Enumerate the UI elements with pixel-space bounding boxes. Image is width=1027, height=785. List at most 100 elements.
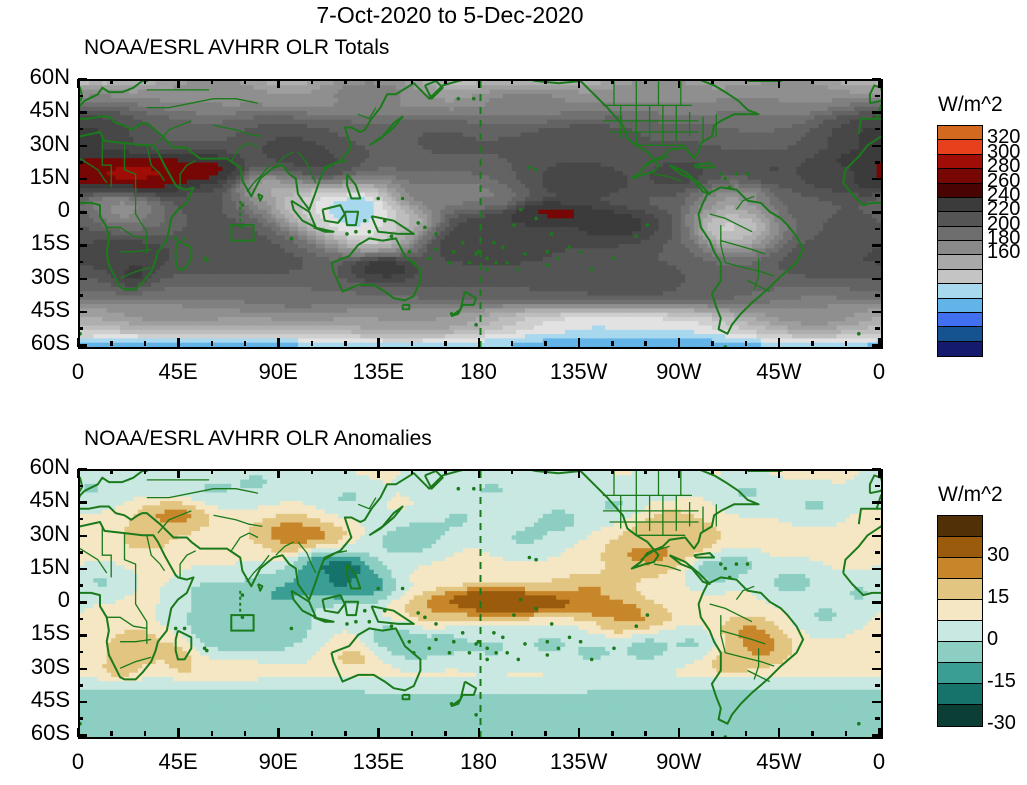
x-tick-minor-1-4-1	[510, 731, 514, 736]
x-tick-minor-0-1-2	[243, 341, 247, 346]
y-axis-label-1-4: 0	[0, 589, 70, 611]
y-tick-minor-0-2	[78, 161, 83, 164]
x-tick-top-1-0	[77, 469, 80, 478]
x-axis-label-1-7: 45W	[734, 751, 824, 773]
colorbar-band	[938, 516, 982, 537]
x-axis-label-0-8: 0	[834, 361, 924, 383]
x-tick-minor-1-7-2	[844, 731, 848, 736]
y-tick-right-0-4	[872, 211, 881, 214]
y-tick-minor-right-1-2	[875, 551, 880, 554]
colorbar-tick-label: 180	[987, 227, 1020, 250]
colorbar-tick-label: 30	[987, 544, 1009, 567]
y-axis-label-0-7: 45S	[0, 298, 70, 321]
x-tick-minor-top-1-0-1	[110, 469, 113, 474]
x-tick-minor-top-1-2-1	[310, 469, 314, 474]
x-tick-0-4	[477, 338, 480, 347]
y-tick-right-1-0	[872, 468, 881, 471]
x-tick-minor-top-1-3-1	[410, 469, 414, 474]
x-tick-minor-0-6-1	[711, 341, 714, 346]
y-tick-1-2	[78, 534, 87, 537]
x-tick-minor-0-0-1	[110, 341, 113, 346]
x-tick-1-7	[777, 728, 781, 737]
x-tick-top-0-2	[277, 79, 280, 88]
y-tick-0-3	[78, 177, 87, 181]
y-axis-label-0-6: 30S	[0, 265, 70, 288]
x-tick-minor-1-0-2	[143, 731, 147, 736]
x-tick-top-0-8	[878, 79, 881, 88]
x-tick-1-2	[277, 728, 280, 737]
colorbar-tick-label: 200	[987, 213, 1020, 236]
y-tick-minor-right-0-6	[875, 294, 880, 297]
x-tick-minor-1-1-1	[210, 731, 213, 736]
y-axis-label-1-7: 45S	[0, 688, 70, 711]
x-tick-minor-0-2-1	[310, 341, 314, 346]
y-tick-right-1-6	[872, 667, 881, 670]
y-axis-label-0-0: 60N	[0, 66, 70, 88]
x-axis-label-1-5: 135W	[534, 751, 624, 773]
y-tick-minor-right-1-5	[875, 650, 880, 654]
x-tick-top-1-3	[377, 469, 380, 478]
y-tick-1-5	[78, 634, 87, 637]
panel-title-anomalies: NOAA/ESRL AVHRR OLR Anomalies	[84, 427, 432, 451]
x-tick-1-6	[677, 728, 681, 737]
coastlines	[80, 471, 881, 725]
x-tick-0-8	[878, 338, 881, 347]
x-tick-minor-top-0-2-1	[310, 79, 314, 84]
x-tick-top-1-4	[477, 469, 480, 478]
x-axis-label-0-3: 135E	[333, 361, 423, 383]
x-axis-label-0-5: 135W	[534, 361, 624, 383]
colorbar-band	[938, 126, 982, 141]
x-tick-minor-top-1-7-2	[844, 469, 848, 474]
y-tick-minor-0-6	[78, 294, 83, 297]
y-tick-right-1-3	[872, 567, 881, 571]
x-tick-minor-top-1-1-1	[210, 469, 213, 474]
y-tick-1-6	[78, 667, 87, 670]
y-axis-label-1-5: 15S	[0, 622, 70, 644]
x-axis-label-1-3: 135E	[333, 751, 423, 773]
x-tick-1-3	[377, 728, 380, 737]
colorbar-band	[938, 705, 982, 726]
y-tick-minor-right-1-3	[875, 584, 880, 587]
x-tick-1-1	[177, 728, 180, 737]
y-tick-1-0	[78, 468, 87, 471]
y-tick-0-5	[78, 244, 87, 247]
x-tick-minor-1-2-1	[310, 731, 314, 736]
x-tick-1-5	[577, 728, 581, 737]
colorbar-tick-label: 160	[987, 241, 1020, 264]
x-tick-1-8	[878, 728, 881, 737]
y-tick-minor-1-0	[78, 484, 83, 488]
x-tick-minor-1-1-2	[243, 731, 247, 736]
x-tick-minor-top-1-5-1	[611, 469, 614, 474]
y-tick-right-1-5	[872, 634, 881, 637]
colorbar-tick-label: 320	[987, 126, 1020, 149]
colorbar-unit-anomalies: W/m^2	[938, 483, 1003, 507]
x-tick-top-0-1	[177, 79, 180, 88]
y-tick-minor-right-1-6	[875, 684, 880, 687]
colorbar-band	[938, 312, 982, 328]
colorbar-band	[938, 183, 982, 198]
x-tick-minor-top-0-5-1	[611, 79, 614, 84]
colorbar-band	[938, 284, 982, 299]
x-axis-label-0-2: 90E	[233, 361, 323, 383]
x-tick-minor-top-0-6-2	[744, 79, 747, 84]
colorbar-tick-label: 240	[987, 184, 1020, 207]
y-axis-label-0-5: 15S	[0, 232, 70, 254]
x-tick-top-1-1	[177, 469, 180, 478]
map-plot-totals[interactable]	[78, 79, 883, 349]
y-tick-minor-1-6	[78, 684, 83, 687]
x-tick-minor-0-1-1	[210, 341, 213, 346]
map-plot-anomalies[interactable]	[78, 469, 883, 739]
panel-title-totals: NOAA/ESRL AVHRR OLR Totals	[84, 36, 389, 60]
x-tick-0-7	[777, 338, 781, 347]
x-tick-top-0-0	[77, 79, 80, 88]
political-borders	[80, 81, 881, 293]
x-tick-top-1-7	[777, 469, 781, 478]
x-tick-0-6	[677, 338, 681, 347]
colorbar-tick-label: 0	[987, 628, 998, 651]
y-tick-minor-right-0-1	[875, 127, 880, 131]
x-axis-label-1-6: 90W	[634, 751, 724, 773]
x-tick-minor-top-0-7-2	[844, 79, 848, 84]
x-tick-minor-top-0-6-1	[711, 79, 714, 84]
x-tick-top-1-8	[878, 469, 881, 478]
y-tick-minor-right-0-4	[875, 227, 880, 231]
